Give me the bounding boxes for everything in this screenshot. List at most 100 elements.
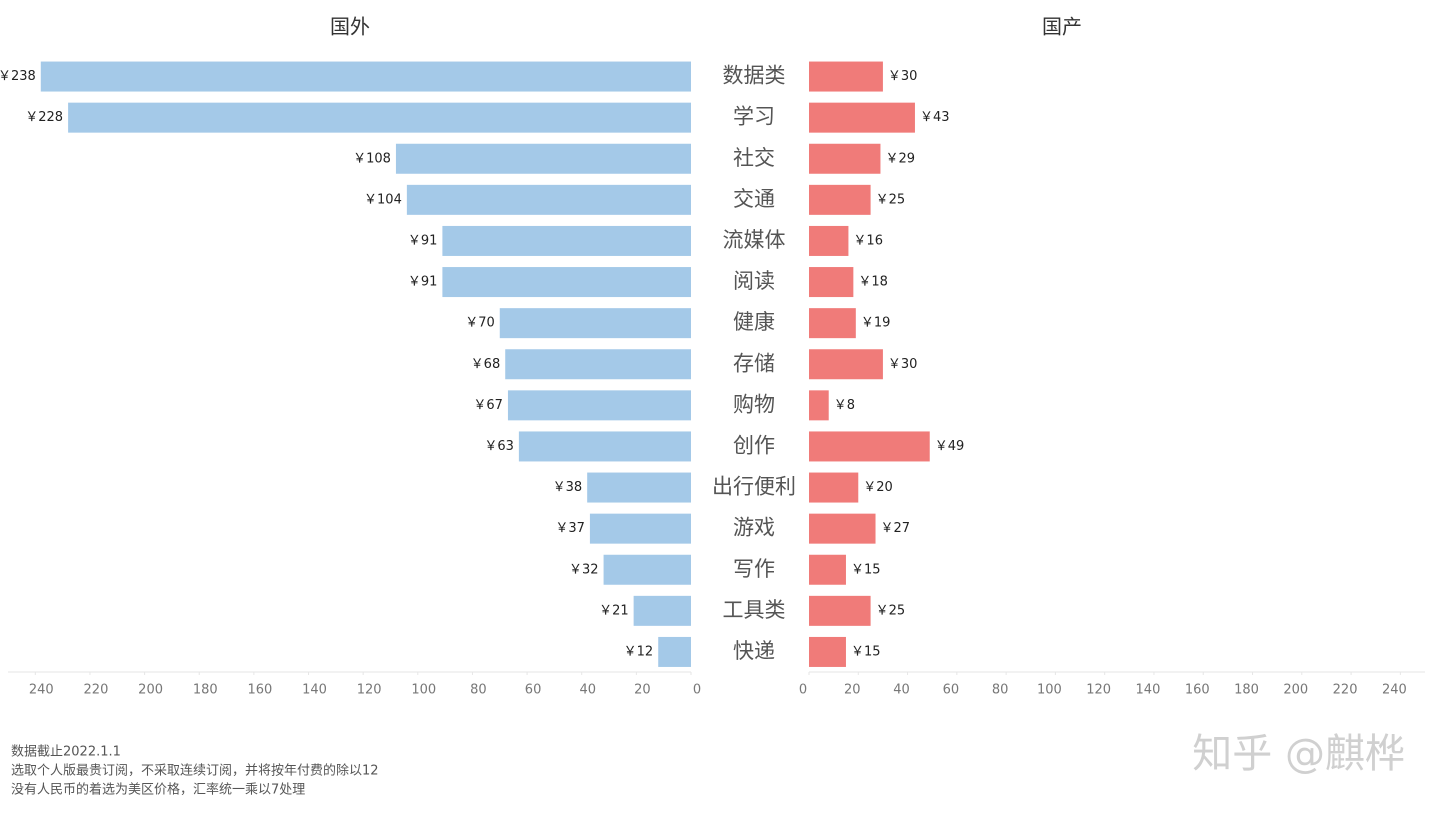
footnote: 数据截止2022.1.1: [11, 745, 121, 760]
bar: [442, 267, 691, 298]
value-label: ￥18: [858, 275, 888, 290]
bar: [658, 636, 691, 667]
value-label: ￥30: [888, 69, 918, 84]
bar: [603, 554, 691, 585]
value-label: ￥91: [408, 233, 438, 248]
value-label: ￥67: [473, 398, 503, 413]
bar: [505, 349, 691, 380]
value-label: ￥43: [920, 110, 950, 125]
bar: [809, 636, 846, 667]
category-label: 出行便利: [712, 475, 796, 499]
x-tick-label: 0: [799, 683, 807, 698]
bar: [809, 554, 846, 585]
value-label: ￥8: [834, 398, 855, 413]
x-tick-label: 160: [247, 683, 272, 698]
bar: [809, 225, 849, 256]
x-tick-label: 220: [1333, 683, 1358, 698]
x-tick-label: 80: [470, 683, 487, 698]
value-label: ￥70: [465, 316, 495, 331]
category-label: 创作: [733, 433, 775, 457]
bar: [518, 431, 691, 462]
category-label: 游戏: [733, 516, 775, 540]
bar: [587, 472, 691, 503]
x-tick-label: 180: [1234, 683, 1259, 698]
x-tick-label: 120: [1086, 683, 1111, 698]
bar: [809, 595, 871, 626]
bar: [395, 143, 691, 174]
value-label: ￥15: [851, 644, 881, 659]
value-label: ￥68: [471, 357, 501, 372]
bar: [507, 390, 691, 421]
category-label: 学习: [733, 105, 775, 129]
footnote: 选取个人版最贵订阅，不采取连续订阅，并将按年付费的除以12: [11, 763, 379, 779]
bar: [809, 143, 881, 174]
x-tick-label: 100: [1037, 683, 1062, 698]
watermark: 知乎 @麒桦: [1192, 731, 1405, 777]
category-label: 健康: [733, 310, 775, 334]
value-label: ￥15: [851, 562, 881, 577]
value-label: ￥29: [885, 151, 915, 166]
bar: [68, 102, 691, 133]
bar: [809, 184, 871, 215]
bar: [809, 513, 876, 544]
category-label: 交通: [733, 187, 775, 211]
value-label: ￥108: [353, 151, 391, 166]
value-label: ￥19: [861, 316, 891, 331]
panel-title: 国产: [1042, 15, 1082, 39]
bar: [809, 472, 859, 503]
value-label: ￥91: [408, 275, 438, 290]
value-label: ￥104: [364, 192, 402, 207]
category-label: 流媒体: [723, 228, 786, 252]
bar: [499, 308, 691, 339]
category-label: 存储: [733, 351, 775, 375]
bar: [809, 102, 915, 133]
bar: [40, 61, 692, 92]
value-label: ￥30: [888, 357, 918, 372]
value-label: ￥25: [876, 603, 906, 618]
value-label: ￥25: [876, 192, 906, 207]
x-tick-label: 200: [138, 683, 163, 698]
x-tick-label: 20: [634, 683, 651, 698]
x-tick-label: 180: [193, 683, 218, 698]
footnote: 没有人民币的着选为美区价格，汇率统一乘以7处理: [11, 782, 305, 798]
x-tick-label: 40: [893, 683, 910, 698]
bar: [442, 225, 691, 256]
x-tick-label: 240: [29, 683, 54, 698]
value-label: ￥38: [553, 480, 583, 495]
value-label: ￥27: [881, 521, 911, 536]
bar: [809, 308, 856, 339]
bar: [406, 184, 691, 215]
category-label: 工具类: [723, 598, 786, 622]
category-label: 写作: [733, 557, 775, 581]
bar: [809, 349, 883, 380]
value-label: ￥63: [484, 439, 514, 454]
bar: [809, 61, 883, 92]
x-tick-label: 160: [1185, 683, 1210, 698]
x-tick-label: 120: [357, 683, 382, 698]
bar: [633, 595, 691, 626]
x-tick-label: 60: [943, 683, 960, 698]
value-label: ￥16: [853, 233, 883, 248]
category-label: 购物: [733, 392, 775, 416]
category-label: 快递: [733, 639, 775, 663]
value-label: ￥12: [624, 644, 654, 659]
value-label: ￥21: [599, 603, 629, 618]
value-label: ￥228: [25, 110, 63, 125]
x-tick-label: 240: [1382, 683, 1407, 698]
x-tick-label: 80: [992, 683, 1009, 698]
value-label: ￥32: [569, 562, 599, 577]
x-tick-label: 220: [84, 683, 109, 698]
value-label: ￥238: [0, 69, 36, 84]
bar: [809, 431, 930, 462]
x-tick-label: 140: [302, 683, 327, 698]
value-label: ￥20: [863, 480, 893, 495]
value-label: ￥49: [935, 439, 965, 454]
x-tick-label: 60: [525, 683, 542, 698]
category-label: 数据类: [723, 64, 786, 88]
x-tick-label: 0: [693, 683, 701, 698]
panel-title: 国外: [330, 15, 370, 39]
bar: [589, 513, 691, 544]
x-tick-label: 140: [1136, 683, 1161, 698]
value-label: ￥37: [555, 521, 585, 536]
